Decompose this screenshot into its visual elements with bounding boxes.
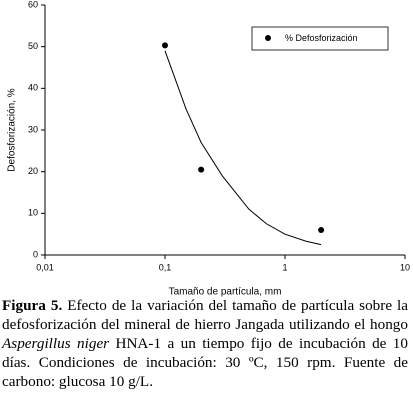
y-tick-label: 10 xyxy=(28,208,38,218)
y-tick-label: 40 xyxy=(28,83,38,93)
data-point xyxy=(162,42,168,49)
legend-label: % Defosforización xyxy=(285,33,358,43)
y-tick-label: 50 xyxy=(28,41,38,51)
y-tick-label: 0 xyxy=(33,249,38,259)
x-tick-label: 0,01 xyxy=(36,262,54,272)
chart: Tamaño de partícula, mm Defosforización,… xyxy=(7,0,410,298)
y-tick-label: 20 xyxy=(28,166,38,176)
caption-text: HNA-1 a un tiempo fijo de incubación de … xyxy=(2,335,408,390)
y-tick-label: 60 xyxy=(28,0,38,9)
caption-italic: Aspergillus niger xyxy=(2,335,110,352)
y-axis-label: Defosforización, % xyxy=(7,88,18,171)
y-tick-label: 30 xyxy=(28,124,38,134)
caption-text: Efecto de la variación del tamaño de par… xyxy=(2,297,408,333)
x-tick-label: 1 xyxy=(282,262,287,272)
fit-curve xyxy=(164,50,322,246)
x-tick-label: 0,1 xyxy=(159,262,172,272)
x-tick-label: 10 xyxy=(400,262,410,272)
legend-box xyxy=(251,26,389,51)
data-point xyxy=(318,227,325,233)
data-point xyxy=(198,166,205,173)
legend-marker xyxy=(265,35,271,41)
caption-label: Figura 5. xyxy=(2,297,63,314)
x-axis-label: Tamaño de partícula, mm xyxy=(169,287,282,298)
caption: Figura 5. Efecto de la variación del tam… xyxy=(2,296,408,391)
